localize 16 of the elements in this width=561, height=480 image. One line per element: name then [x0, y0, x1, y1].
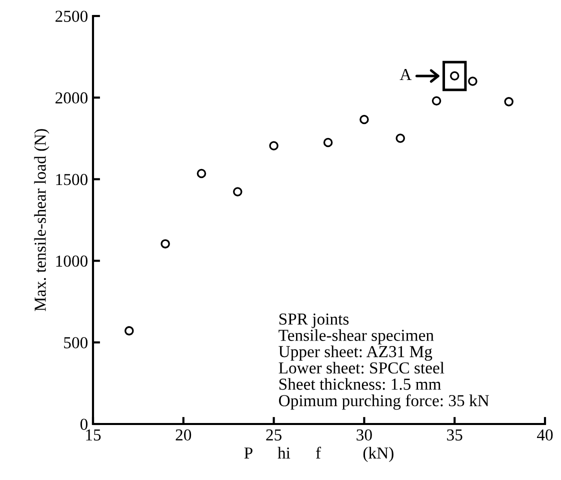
x-tick-label: 20	[176, 429, 192, 441]
x-tick-label: 40	[536, 429, 553, 441]
x-tick-label: 30	[356, 429, 372, 441]
y-tick-label: 500	[64, 337, 88, 348]
y-tick-label: 2000	[56, 92, 88, 104]
annotation: A	[400, 68, 412, 80]
y-tick-label: 1500	[56, 174, 88, 186]
x-axis-title: P hi f (kN)	[244, 446, 394, 462]
x-tick-label: 15	[86, 429, 101, 441]
y-axis-title: Max. tensile-shear load (N)	[34, 129, 50, 312]
y-tick-label: 1000	[56, 256, 88, 267]
x-tick-label: 25	[266, 429, 282, 441]
annotation: SPR joints Tensile-shear specimen Upper sheet: AZ31 Mg Lower sheet: SPCC steel Sheet thickness: 1.5 mm Opimum purching force: 35 kN	[278, 314, 490, 410]
y-tick-label: 2500	[56, 10, 88, 22]
x-tick-label: 35	[447, 429, 462, 441]
y-tick-label: 0	[80, 418, 88, 430]
